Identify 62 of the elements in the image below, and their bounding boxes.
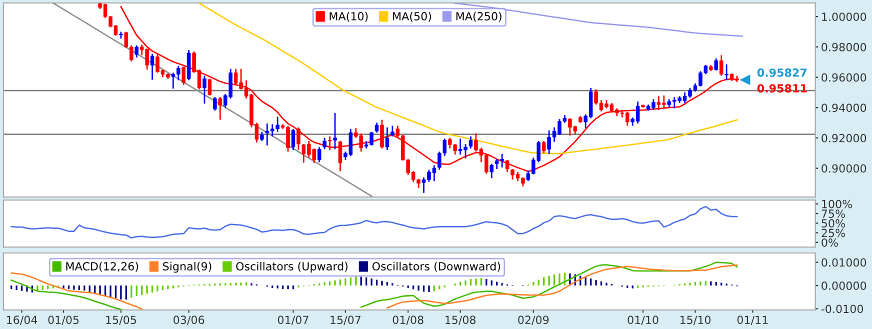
legend-label: MA(250) (456, 12, 502, 22)
legend-label: Signal(9) (163, 262, 212, 273)
y-tick-label: 50% (822, 219, 845, 228)
legend-label: Oscillators (Upward) (236, 262, 348, 273)
candlestick (317, 146, 322, 163)
candlestick (328, 136, 332, 151)
x-tick-label: 03/06 (174, 316, 204, 325)
annotation: 0.95827 (757, 68, 807, 77)
candlestick (714, 58, 718, 72)
candlestick (385, 126, 390, 151)
y-tick-label: 0% (822, 238, 838, 247)
candlestick (182, 66, 186, 86)
x-tick-label: 16/04 (6, 316, 38, 325)
candlestick (724, 64, 728, 81)
y-tick-label: 100% (822, 200, 852, 208)
x-tick-label: 01/11 (737, 316, 768, 325)
candlestick (490, 163, 494, 179)
legend-label: Oscillators (Downward) (372, 262, 500, 272)
candlestick (134, 44, 138, 58)
candlestick (468, 136, 473, 150)
candlestick (296, 126, 300, 151)
y-tick-label: 0.01000 (822, 258, 866, 267)
x-tick-label: 15/05 (106, 316, 136, 325)
candlestick (333, 112, 337, 150)
line-series (10, 206, 738, 239)
legend-label: MA(50) (393, 12, 432, 22)
candlestick (322, 137, 326, 150)
x-tick-label: 01/05 (48, 316, 79, 325)
x-tick-label: 02/09 (518, 316, 549, 325)
candlestick (374, 122, 379, 134)
candlestick (542, 140, 546, 154)
annotation: 0.95811 (757, 84, 807, 93)
x-tick-label: 01/08 (392, 316, 424, 325)
y-tick-label: 0.96000 (822, 73, 866, 82)
y-tick-label: 0.94000 (822, 104, 866, 112)
y-tick-label: 0.98000 (822, 42, 866, 52)
y-tick-label: -0.0100 (821, 304, 864, 314)
legend-label: MA(10) (330, 12, 368, 22)
candlestick (218, 96, 222, 120)
x-tick-label: 01/10 (628, 316, 658, 325)
y-tick-label: 1.00000 (822, 12, 866, 21)
candlestick (719, 54, 724, 76)
x-tick-label: 15/10 (680, 316, 711, 325)
candlestick (260, 131, 264, 142)
y-tick-label: 0.90000 (822, 164, 866, 173)
line-series (198, 2, 738, 154)
candlestick (213, 96, 217, 112)
legend-label: MACD(12,26) (66, 262, 138, 272)
candlestick (390, 125, 394, 138)
candlestick (208, 78, 212, 96)
candlestick (291, 128, 296, 151)
y-tick-label: 0.92000 (822, 134, 866, 142)
candlestick (380, 119, 384, 150)
line-series (52, 2, 372, 197)
y-tick-label: 0.00000 (822, 282, 866, 290)
candlestick (202, 75, 206, 104)
x-tick-label: 15/07 (330, 316, 361, 325)
candlestick (150, 53, 154, 80)
x-tick-label: 15/08 (446, 316, 476, 325)
x-tick-label: 01/07 (278, 316, 308, 325)
y-tick-label: 25% (822, 228, 845, 238)
y-tick-label: 75% (822, 210, 845, 218)
